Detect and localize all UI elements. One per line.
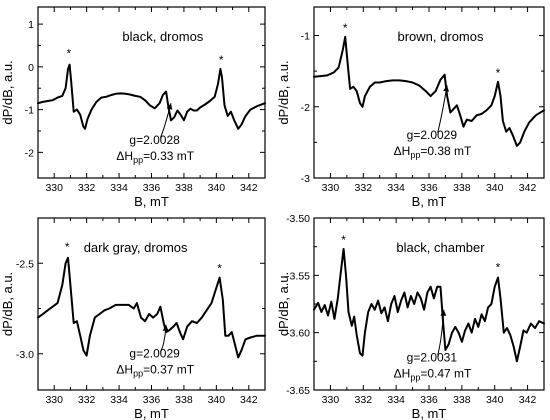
- x-tick-label: 330: [322, 182, 340, 194]
- panel-3-ylabel: dP/dB, a.u.: [0, 272, 15, 336]
- y-tick-label: 0: [28, 62, 34, 74]
- panel-3-dh-prefix: ΔH: [116, 362, 133, 376]
- panel-2-dh-sub: pp: [410, 150, 420, 160]
- peak-marker: *: [66, 47, 71, 61]
- y-tick-label: -3.65: [286, 385, 310, 397]
- panel-4: black, chamber B, mT dP/dB, a.u. g=2.003…: [276, 213, 545, 420]
- y-tick-label: -3.50: [286, 213, 310, 225]
- peak-marker: *: [341, 233, 346, 247]
- annotation-arrowhead: [162, 324, 169, 332]
- x-tick-label: 330: [322, 394, 340, 406]
- panel-2-linewidth-label: ΔHpp=0.38 mT: [394, 144, 472, 160]
- panel-1-xlabel: B, mT: [134, 194, 169, 209]
- x-tick-label: 330: [45, 182, 63, 194]
- panel-3-xlabel: B, mT: [134, 406, 169, 420]
- panel-4-dh-sub: pp: [410, 372, 420, 382]
- panel-4-ylabel: dP/dB, a.u.: [276, 272, 291, 336]
- panel-3-g-label: g=2.0029: [129, 346, 180, 360]
- x-tick-label: 334: [110, 182, 128, 194]
- peak-marker: *: [343, 21, 348, 35]
- x-tick-label: 336: [420, 182, 438, 194]
- peak-marker: *: [217, 262, 222, 276]
- annotation-arrow: [437, 309, 445, 356]
- panel-2-g-label: g=2.0029: [407, 128, 458, 142]
- panel-1-dh-value: =0.33 mT: [143, 149, 195, 163]
- panel-3-dh-sub: pp: [133, 368, 143, 378]
- x-tick-label: 338: [175, 182, 193, 194]
- y-tick-label: -3: [301, 173, 310, 185]
- x-tick-label: 338: [453, 182, 471, 194]
- y-tick-label: -1: [25, 105, 34, 117]
- y-tick-label: -3.0: [16, 349, 34, 361]
- x-tick-label: 336: [143, 182, 161, 194]
- panel-4-xlabel: B, mT: [412, 406, 447, 420]
- y-tick-label: -3.55: [286, 270, 310, 282]
- panel-3-linewidth-label: ΔHpp=0.37 mT: [116, 362, 194, 378]
- x-tick-label: 342: [519, 394, 537, 406]
- panel-1-dh-sub: pp: [133, 155, 143, 165]
- annotation-arrowhead: [440, 309, 447, 316]
- x-tick-label: 334: [387, 182, 405, 194]
- panel-1-title: black, dromos: [122, 29, 203, 44]
- y-tick-label: -2: [301, 102, 310, 114]
- y-tick-label: -2.5: [16, 258, 34, 270]
- y-tick-label: -1: [301, 31, 310, 43]
- panel-4-linewidth-label: ΔHpp=0.47 mT: [394, 366, 472, 382]
- x-tick-label: 334: [110, 394, 128, 406]
- series-line: [37, 63, 266, 130]
- x-tick-label: 338: [175, 394, 193, 406]
- panel-1: black, dromos B, mT dP/dB, a.u. g=2.0028…: [0, 6, 266, 209]
- annotation-arrowhead: [166, 103, 173, 110]
- x-tick-label: 332: [78, 182, 96, 194]
- panel-4-dh-prefix: ΔH: [394, 366, 411, 380]
- x-tick-label: 338: [453, 394, 471, 406]
- x-tick-label: 340: [208, 394, 226, 406]
- x-tick-label: 332: [355, 182, 373, 194]
- series-line: [37, 256, 266, 359]
- panel-1-g-label: g=2.0028: [129, 133, 180, 147]
- x-tick-label: 330: [45, 394, 63, 406]
- peak-marker: *: [219, 53, 224, 67]
- panel-3-dh-value: =0.37 mT: [143, 362, 195, 376]
- peak-marker: *: [65, 240, 70, 254]
- y-tick-label: 1: [28, 19, 34, 31]
- x-tick-label: 332: [355, 394, 373, 406]
- annotation-arrowhead: [443, 85, 450, 92]
- x-tick-label: 342: [240, 182, 258, 194]
- panel-2-ylabel: dP/dB, a.u.: [276, 60, 291, 124]
- series-line: [313, 35, 545, 147]
- peak-marker: *: [496, 66, 501, 80]
- x-tick-label: 340: [486, 182, 504, 194]
- panel-2-xlabel: B, mT: [412, 194, 447, 209]
- panel-3: dark gray, dromos B, mT dP/dB, a.u. g=2.…: [0, 217, 266, 420]
- panel-3-title: dark gray, dromos: [84, 240, 188, 255]
- panel-2-dh-prefix: ΔH: [394, 144, 411, 158]
- x-tick-label: 334: [387, 394, 405, 406]
- peak-marker: *: [496, 260, 501, 274]
- x-tick-label: 342: [240, 394, 258, 406]
- x-tick-label: 340: [486, 394, 504, 406]
- panel-2-dh-value: =0.38 mT: [420, 144, 472, 158]
- x-tick-label: 336: [420, 394, 438, 406]
- panel-1-dh-prefix: ΔH: [116, 149, 133, 163]
- annotation-arrow: [437, 85, 448, 133]
- x-tick-label: 340: [208, 182, 226, 194]
- panel-4-g-label: g=2.0031: [407, 350, 458, 364]
- panel-2-title: brown, dromos: [398, 29, 484, 44]
- panel-1-linewidth-label: ΔHpp=0.33 mT: [116, 149, 194, 165]
- panel-1-ylabel: dP/dB, a.u.: [0, 60, 15, 124]
- panel-4-title: black, chamber: [396, 240, 485, 255]
- series-line: [313, 248, 545, 363]
- x-tick-label: 342: [519, 182, 537, 194]
- x-tick-label: 336: [143, 394, 161, 406]
- panel-2: brown, dromos B, mT dP/dB, a.u. g=2.0029…: [276, 6, 545, 209]
- y-tick-label: -2: [25, 147, 34, 159]
- x-tick-label: 332: [78, 394, 96, 406]
- panel-4-dh-value: =0.47 mT: [420, 366, 472, 380]
- y-tick-label: -3.60: [286, 328, 310, 340]
